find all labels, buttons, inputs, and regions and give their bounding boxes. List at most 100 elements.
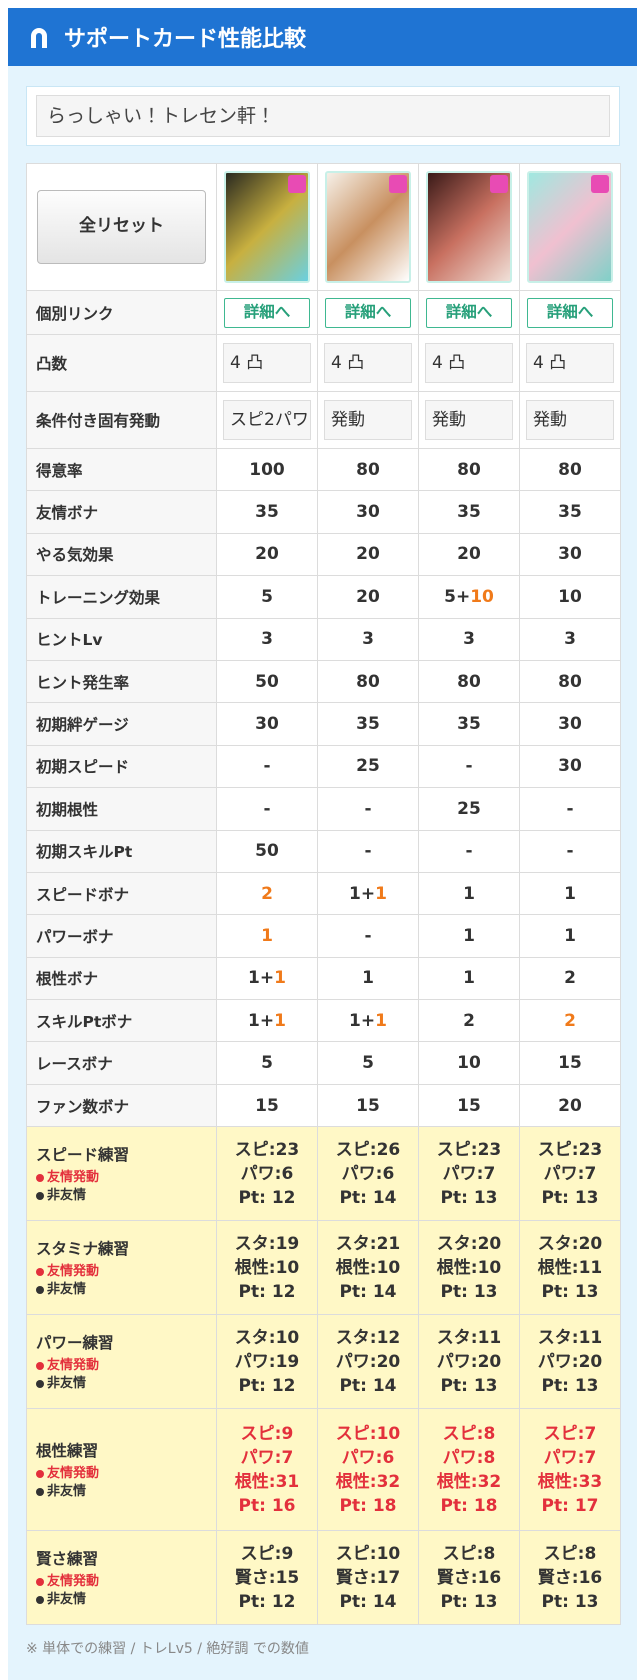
- training-value: スタ:11: [436, 1327, 502, 1348]
- row-label: スピード練習 友情発動 非友情: [26, 1126, 217, 1222]
- stat-value: 100: [249, 459, 285, 480]
- stat-value: 5: [261, 1053, 273, 1074]
- training-cell: スタ:11 パワ:20 Pt: 13: [418, 1314, 520, 1410]
- training-value: スピ:8: [442, 1423, 496, 1444]
- card-image[interactable]: [527, 171, 613, 283]
- stat-cell: 1: [418, 914, 520, 958]
- stat-cell: 25: [418, 787, 520, 831]
- stat-cell: 30: [216, 702, 318, 746]
- row-label: パワーボナ: [26, 914, 217, 958]
- stat-row: ヒントLv 3 3 3 3: [26, 617, 621, 661]
- card-image[interactable]: [325, 171, 411, 283]
- training-value: Pt: 18: [339, 1495, 397, 1516]
- stat-cell: 30: [519, 744, 621, 789]
- training-value: パワ:7: [442, 1163, 496, 1184]
- training-value: Pt: 12: [238, 1375, 296, 1396]
- select-box[interactable]: 発動: [526, 400, 614, 440]
- card-image[interactable]: [426, 171, 512, 283]
- select-box[interactable]: 発動: [324, 400, 412, 440]
- rarity-icon: [591, 175, 609, 193]
- stat-bonus: 2: [261, 883, 273, 904]
- row-label: 根性練習 友情発動 非友情: [26, 1408, 217, 1532]
- select-box[interactable]: 4 凸: [223, 343, 311, 383]
- training-value: Pt: 14: [339, 1375, 397, 1396]
- stat-cell: -: [317, 914, 419, 958]
- training-cell: スピ:10 賢さ:17 Pt: 14: [317, 1530, 419, 1626]
- training-value: スピ:10: [335, 1543, 401, 1564]
- control-cell: 4 凸: [418, 334, 520, 392]
- header: サポートカード性能比較: [8, 8, 637, 66]
- training-value: 根性:32: [436, 1471, 502, 1492]
- stat-cell: -: [519, 829, 621, 873]
- header-title: サポートカード性能比較: [64, 27, 307, 52]
- select-box[interactable]: スピ2パワ: [223, 400, 311, 440]
- stat-value: 3: [261, 629, 273, 650]
- select-box[interactable]: 4 凸: [526, 343, 614, 383]
- stat-bonus: 1: [375, 1010, 387, 1031]
- stat-row: パワーボナ 1 - 1 1: [26, 914, 621, 958]
- training-value: スピ:10: [335, 1423, 401, 1444]
- training-value: パワ:7: [543, 1163, 597, 1184]
- stat-value: 20: [356, 586, 380, 607]
- training-cell: スタ:21 根性:10 Pt: 14: [317, 1220, 419, 1316]
- stat-value: 1+: [248, 1010, 275, 1031]
- legend-dot: [36, 1173, 44, 1182]
- training-value: 根性:11: [537, 1257, 603, 1278]
- stat-value: 80: [356, 671, 380, 692]
- training-value: スピ:23: [234, 1139, 300, 1160]
- stat-cell: 3: [317, 617, 419, 661]
- stat-bonus: 1: [375, 883, 387, 904]
- stat-value: 5: [362, 1053, 374, 1074]
- row-label: レースボナ: [26, 1041, 217, 1085]
- training-label: スタミナ練習: [36, 1239, 130, 1258]
- training-value: Pt: 12: [238, 1281, 296, 1302]
- row-label: トレーニング効果: [26, 575, 217, 619]
- stat-cell: 1: [418, 956, 520, 1001]
- reset-button[interactable]: 全リセット: [37, 190, 206, 264]
- select-box[interactable]: 4 凸: [324, 343, 412, 383]
- control-cell: 発動: [317, 391, 419, 449]
- control-cell: 発動: [418, 391, 520, 449]
- stat-cell: 3: [418, 617, 520, 661]
- legend-text: 非友情: [47, 1187, 87, 1203]
- stat-row: スキルPtボナ 1+1 1+1 2 2: [26, 999, 621, 1043]
- detail-link[interactable]: 詳細へ: [527, 297, 613, 328]
- select-box[interactable]: 発動: [425, 400, 513, 440]
- stat-bonus: 10: [470, 586, 494, 607]
- search-input[interactable]: らっしゃい！トレセン軒！: [36, 95, 610, 137]
- training-label: パワー練習: [36, 1333, 114, 1352]
- stat-value: 15: [457, 1095, 481, 1116]
- stat-cell: -: [418, 829, 520, 873]
- detail-link[interactable]: 詳細へ: [224, 297, 310, 328]
- training-cell: スピ:23 パワ:7 Pt: 13: [418, 1126, 520, 1222]
- control-cell: 4 凸: [216, 334, 318, 392]
- card-image[interactable]: [224, 171, 310, 283]
- stat-cell: 2: [519, 956, 621, 1001]
- training-cell: スタ:12 パワ:20 Pt: 14: [317, 1314, 419, 1410]
- stat-cell: 1+1: [317, 999, 419, 1043]
- card-row: 全リセット: [26, 163, 621, 291]
- row-label: ヒント発生率: [26, 659, 217, 704]
- detail-link[interactable]: 詳細へ: [325, 297, 411, 328]
- select-box[interactable]: 4 凸: [425, 343, 513, 383]
- row-label: スピードボナ: [26, 871, 217, 916]
- legend-dot: [36, 1577, 44, 1586]
- stat-cell: -: [216, 787, 318, 831]
- training-value: Pt: 13: [440, 1375, 498, 1396]
- row-label: 初期スキルPt: [26, 829, 217, 873]
- legend-text: 友情発動: [47, 1263, 100, 1279]
- training-row: 賢さ練習 友情発動 非友情 スピ:9 賢さ:15 Pt: 12 スピ:10 賢さ:17 Pt: …: [26, 1530, 621, 1626]
- detail-link[interactable]: 詳細へ: [426, 297, 512, 328]
- stat-value: -: [263, 798, 271, 819]
- stat-value: 35: [457, 502, 481, 523]
- training-value: 賢さ:15: [234, 1567, 300, 1588]
- stat-cell: 30: [519, 702, 621, 746]
- stat-value: 1: [564, 883, 576, 904]
- training-value: Pt: 13: [440, 1591, 498, 1612]
- control-cell: 発動: [519, 391, 621, 449]
- stat-value: -: [364, 798, 372, 819]
- training-value: スピ:7: [543, 1423, 597, 1444]
- stat-cell: 20: [418, 532, 520, 577]
